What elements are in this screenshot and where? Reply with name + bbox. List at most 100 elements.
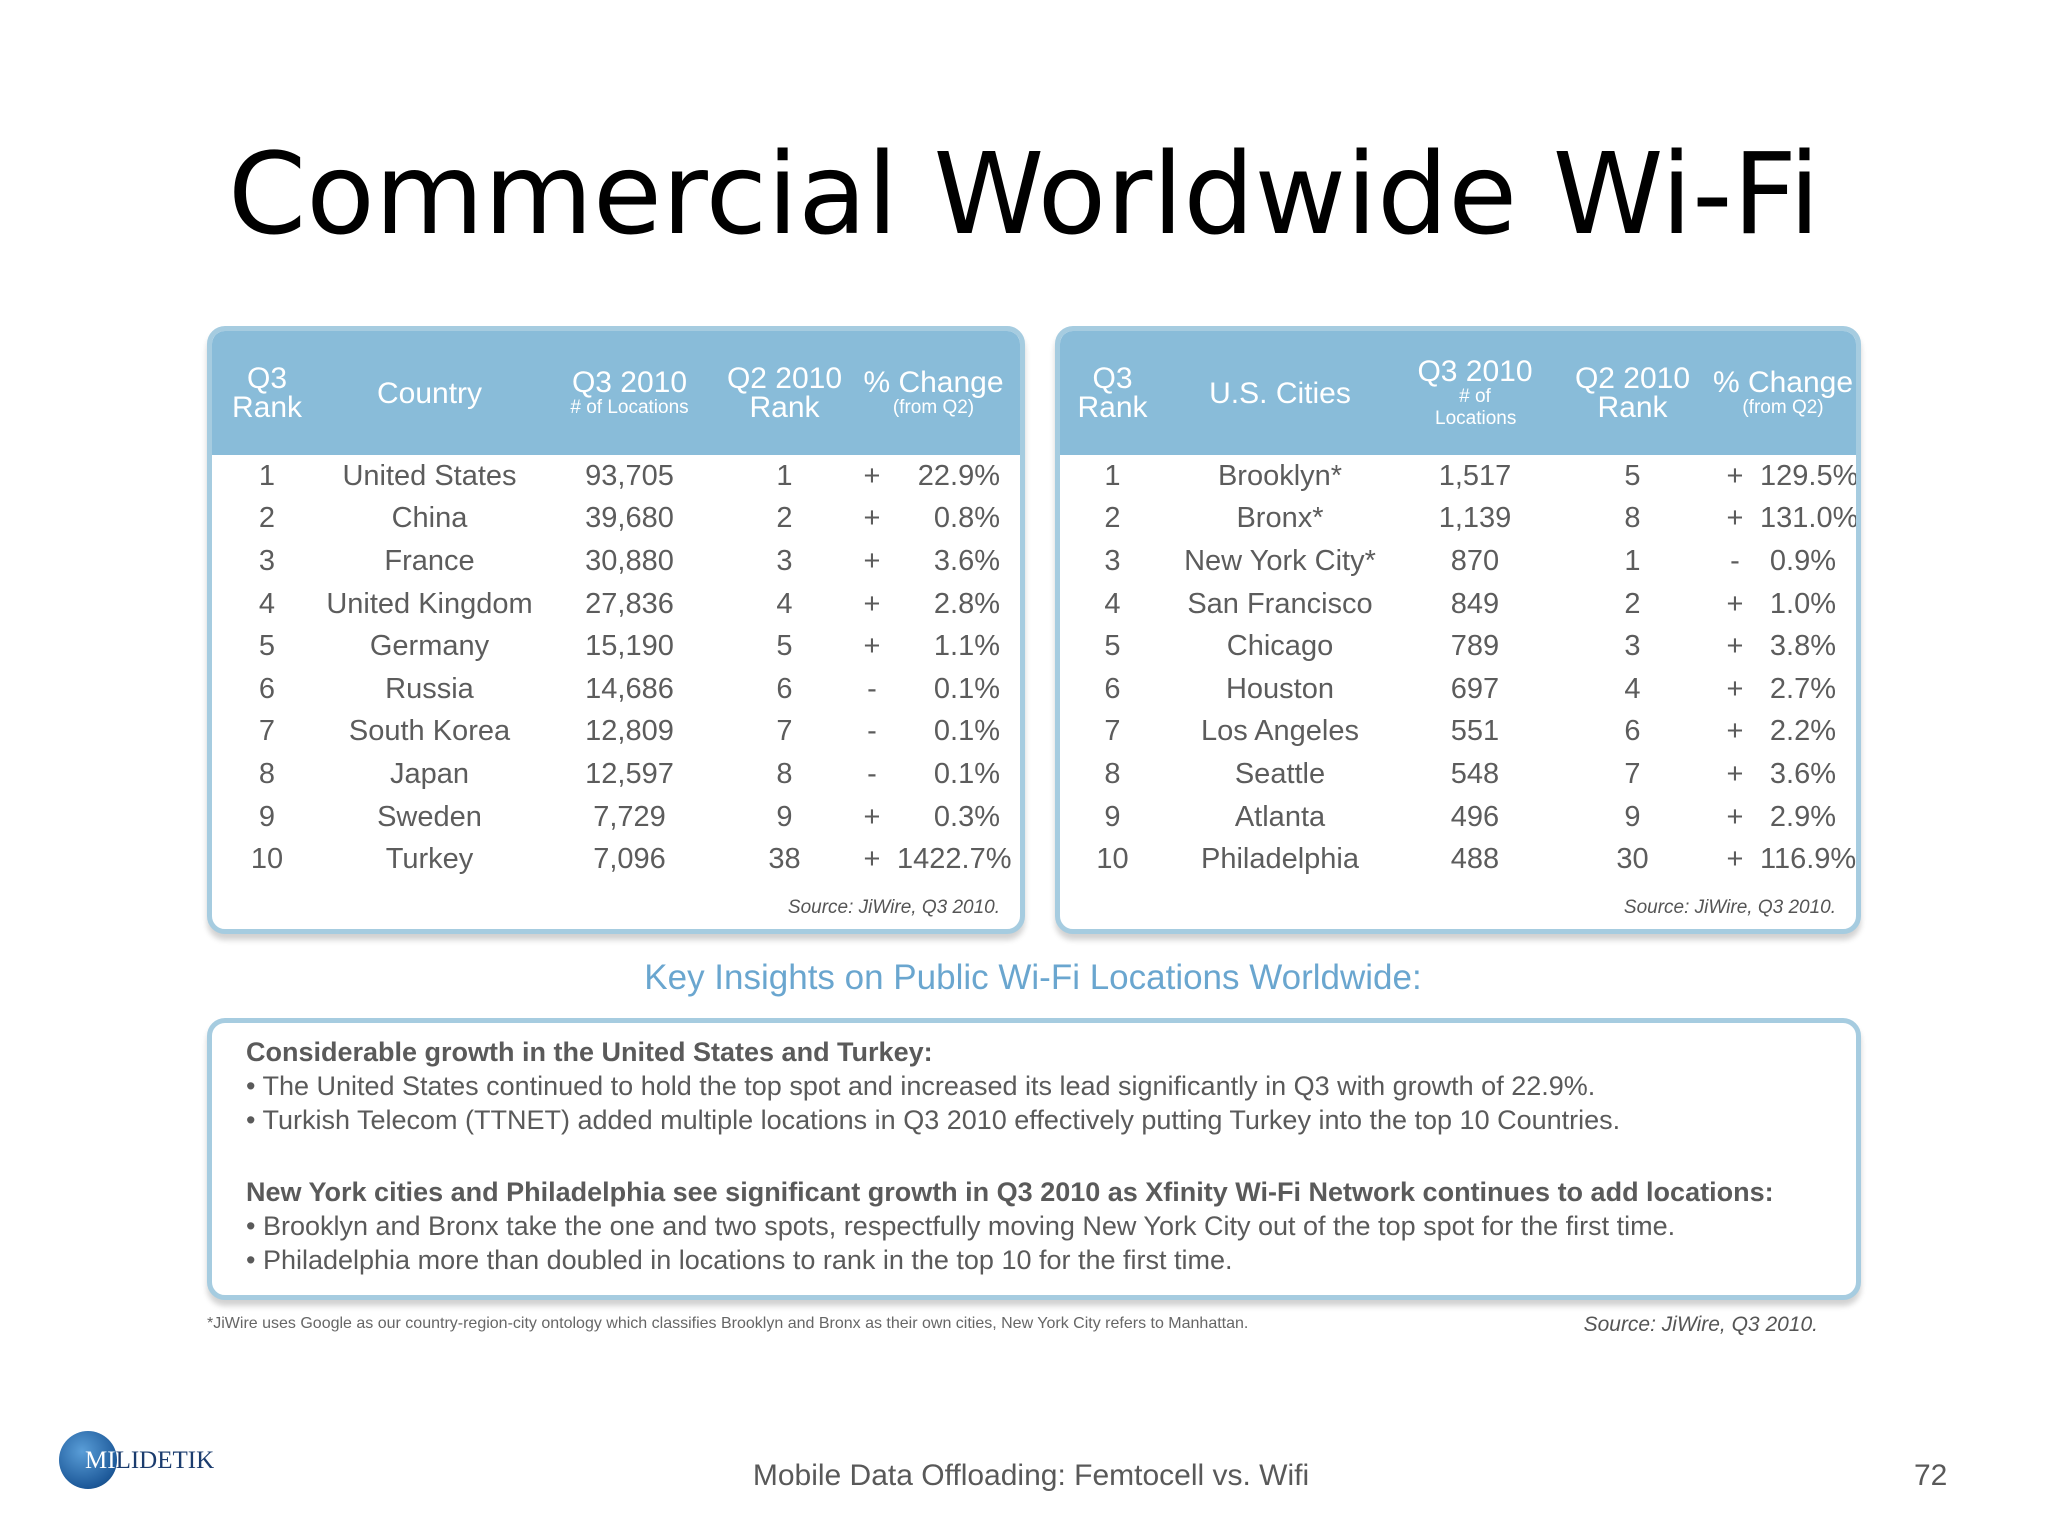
header-pct-change-sub: (from Q2) xyxy=(892,396,975,418)
slide-footer: Mobile Data Offloading: Femtocell vs. Wi… xyxy=(752,1459,1310,1492)
name-cell: Japan xyxy=(389,757,469,790)
locations-cell: 7,096 xyxy=(593,843,666,876)
header-q2-rank: Q2 2010 Rank xyxy=(722,331,847,455)
q2-rank-cell: 5 xyxy=(1624,459,1641,492)
pct-change-cell: 0.1% xyxy=(933,757,1000,790)
name-cell: Philadelphia xyxy=(1200,843,1359,876)
name-cell: China xyxy=(391,502,468,535)
name-cell: Sweden xyxy=(377,800,482,833)
locations-cell: 697 xyxy=(1450,672,1500,705)
change-sign-cell: + xyxy=(1726,459,1744,492)
insight-bullet: • The United States continued to hold th… xyxy=(246,1071,1596,1101)
q2-rank-cell: 2 xyxy=(1624,587,1641,620)
rank-cell: 3 xyxy=(1104,544,1121,577)
pct-change-cell: 22.9% xyxy=(917,459,1000,492)
rank-cell: 5 xyxy=(1104,630,1121,663)
locations-cell: 551 xyxy=(1450,715,1500,748)
header-q2-rank: Q2 2010 Rank xyxy=(1555,331,1710,455)
rank-cell: 8 xyxy=(258,757,276,790)
change-sign-cell: + xyxy=(863,843,881,876)
change-sign-cell: - xyxy=(867,672,877,705)
pct-change-cell: 1.1% xyxy=(933,630,1000,663)
change-sign-cell: + xyxy=(1726,843,1744,876)
pct-change-cell: 129.5% xyxy=(1760,459,1859,492)
change-sign-cell: + xyxy=(863,459,881,492)
locations-cell: 15,190 xyxy=(585,630,674,663)
change-sign-cell: + xyxy=(863,587,881,620)
rank-cell: 5 xyxy=(258,630,276,663)
table-row: 9 Atlanta 496 9 +2.9% xyxy=(1060,796,1856,839)
rank-cell: 4 xyxy=(258,587,276,620)
source-note: Source: JiWire, Q3 2010. xyxy=(1583,1313,1818,1336)
table-source: Source: JiWire, Q3 2010. xyxy=(787,897,1000,918)
pct-change-cell: 0.8% xyxy=(933,502,1000,535)
logo-text: MILIDETIK xyxy=(85,1447,215,1474)
table-row: 4 United Kingdom 27,836 4 +2.8% xyxy=(212,583,1020,626)
header-q3-2010-sub: # of Locations xyxy=(1435,385,1517,429)
q2-rank-cell: 2 xyxy=(776,502,793,535)
header-pct-change: % Change (from Q2) xyxy=(847,331,1020,455)
locations-cell: 14,686 xyxy=(585,672,674,705)
name-cell: Turkey xyxy=(385,843,474,876)
name-cell: United Kingdom xyxy=(326,587,533,620)
name-cell: United States xyxy=(342,459,517,492)
name-cell: Houston xyxy=(1225,672,1334,705)
table-row: 7 South Korea 12,809 7 - 0.1% xyxy=(212,711,1020,754)
rank-cell: 7 xyxy=(1104,715,1121,748)
rank-cell: 8 xyxy=(1104,757,1121,790)
change-sign-cell: + xyxy=(863,502,881,535)
city-table-panel: Q3 Rank U.S. Cities Q3 2010 # of Location… xyxy=(1055,326,1861,934)
locations-cell: 849 xyxy=(1450,587,1500,620)
rank-cell: 6 xyxy=(1104,672,1121,705)
change-sign-cell: - xyxy=(1730,544,1740,577)
table-row: 3 New York City* 870 1 -0.9% xyxy=(1060,540,1856,583)
locations-cell: 1,517 xyxy=(1438,459,1512,492)
table-row: 3 France 30,880 3 +3.6% xyxy=(212,540,1020,583)
table-row: 1 Brooklyn* 1,517 5 +129.5% xyxy=(1060,455,1856,498)
pct-change-cell: 2.8% xyxy=(933,587,1000,620)
name-cell: South Korea xyxy=(348,715,511,748)
q2-rank-cell: 8 xyxy=(776,757,793,790)
name-cell: Los Angeles xyxy=(1200,715,1359,748)
q2-rank-cell: 4 xyxy=(1624,672,1641,705)
q2-rank-cell: 9 xyxy=(776,800,793,833)
locations-cell: 12,597 xyxy=(585,757,674,790)
pct-change-cell: 0.1% xyxy=(933,715,1000,748)
locations-cell: 789 xyxy=(1450,630,1500,663)
change-sign-cell: + xyxy=(863,630,881,663)
country-table-panel: Q3 Rank Country Q3 2010 # of Locations Q2… xyxy=(207,326,1025,934)
change-sign-cell: - xyxy=(867,757,877,790)
q2-rank-cell: 5 xyxy=(776,630,793,663)
insights-box: Considerable growth in the United States… xyxy=(207,1018,1861,1300)
rank-cell: 6 xyxy=(258,672,276,705)
name-cell: Bronx* xyxy=(1236,502,1324,535)
city-table: Q3 Rank U.S. Cities Q3 2010 # of Location… xyxy=(1060,331,1856,881)
table-header-row: Q3 Rank Country Q3 2010 # of Locations Q2… xyxy=(212,331,1020,455)
company-logo: MILIDETIK xyxy=(55,1425,214,1495)
insight-section-title: Considerable growth in the United States… xyxy=(246,1037,933,1067)
change-sign-cell: + xyxy=(1726,587,1744,620)
table-row: 6 Houston 697 4 +2.7% xyxy=(1060,668,1856,711)
locations-cell: 30,880 xyxy=(585,544,674,577)
locations-cell: 93,705 xyxy=(585,459,674,492)
rank-cell: 9 xyxy=(1104,800,1121,833)
locations-cell: 27,836 xyxy=(585,587,674,620)
change-sign-cell: - xyxy=(867,715,877,748)
rank-cell: 9 xyxy=(258,800,276,833)
q2-rank-cell: 1 xyxy=(1624,544,1641,577)
insight-bullet: • Brooklyn and Bronx take the one and tw… xyxy=(246,1211,1676,1241)
q2-rank-cell: 7 xyxy=(1624,757,1641,790)
pct-change-cell: 2.9% xyxy=(1769,800,1836,833)
locations-cell: 39,680 xyxy=(585,502,674,535)
locations-cell: 12,809 xyxy=(585,715,674,748)
header-us-cities: U.S. Cities xyxy=(1165,331,1395,455)
change-sign-cell: + xyxy=(1726,757,1744,790)
rank-cell: 1 xyxy=(1104,459,1121,492)
change-sign-cell: + xyxy=(1726,630,1744,663)
pct-change-cell: 0.9% xyxy=(1769,544,1836,577)
change-sign-cell: + xyxy=(1726,715,1744,748)
table-header-row: Q3 Rank U.S. Cities Q3 2010 # of Location… xyxy=(1060,331,1856,455)
table-row: 8 Japan 12,597 8 - 0.1% xyxy=(212,753,1020,796)
country-table: Q3 Rank Country Q3 2010 # of Locations Q2… xyxy=(212,331,1020,881)
locations-cell: 7,729 xyxy=(593,800,666,833)
